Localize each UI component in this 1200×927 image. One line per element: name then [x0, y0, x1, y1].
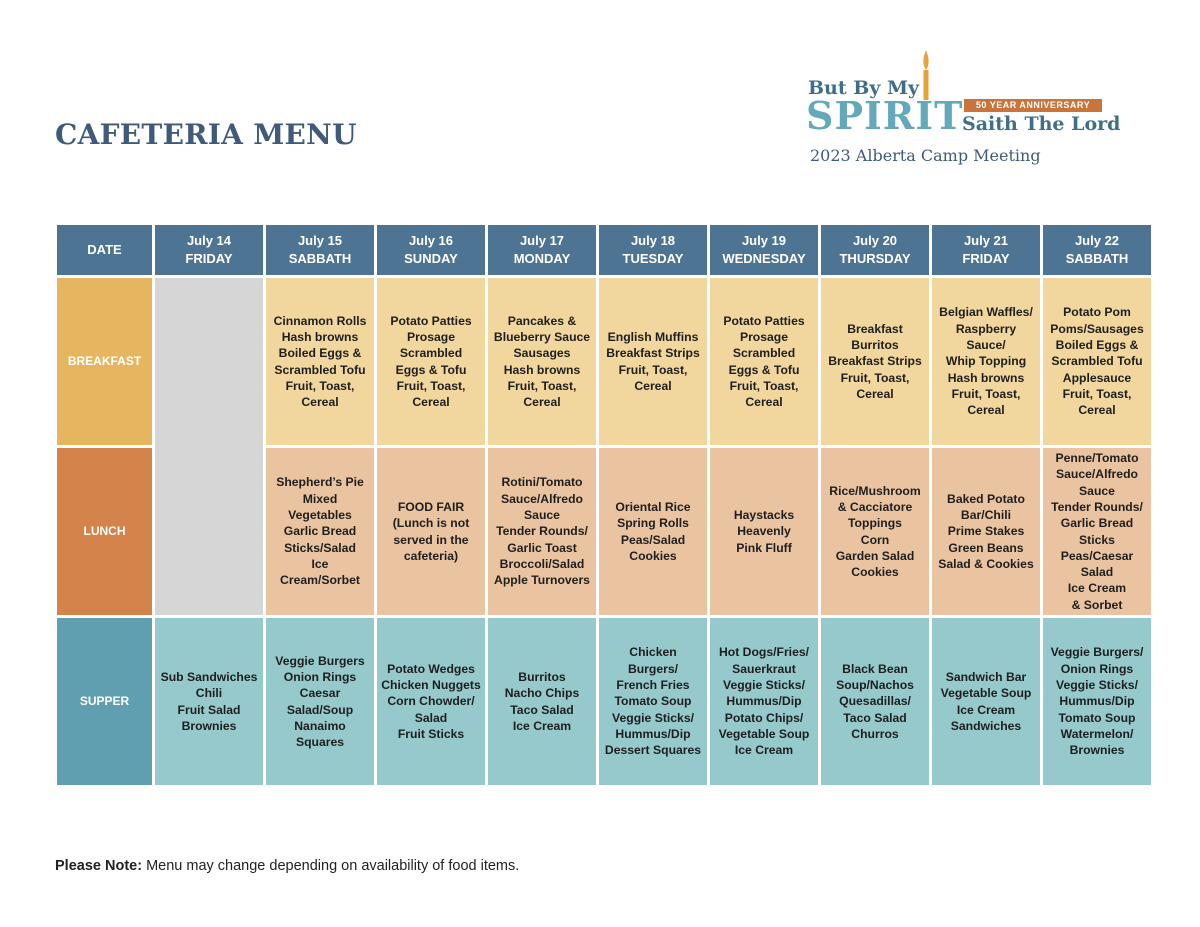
lunch-cell: Penne/Tomato Sauce/Alfredo Sauce Tender …: [1043, 448, 1151, 615]
menu-table: DATE July 14 FRIDAY July 15 SABBATH July 16 SU…: [57, 225, 1151, 785]
breakfast-cell: Cinnamon Rolls Hash browns Boiled Eggs &…: [266, 278, 374, 445]
row-label-lunch: LUNCH: [57, 448, 152, 615]
header-weekday-text: FRIDAY: [962, 251, 1010, 266]
logo-line1: But By My: [808, 77, 920, 99]
logo-subtitle: 2023 Alberta Camp Meeting: [810, 146, 1041, 165]
header-weekday-text: THURSDAY: [839, 251, 911, 266]
footnote-text: Menu may change depending on availabilit…: [142, 858, 520, 874]
header-date: DATE: [57, 225, 152, 275]
lunch-cell: Shepherd’s Pie Mixed Vegetables Garlic B…: [266, 448, 374, 615]
breakfast-cell: Breakfast Burritos Breakfast Strips Frui…: [821, 278, 929, 445]
breakfast-cell: Potato Patties Prosage Scrambled Eggs & …: [377, 278, 485, 445]
header-day: July 18 TUESDAY: [599, 225, 707, 275]
supper-cell: Sandwich Bar Vegetable Soup Ice Cream Sa…: [932, 618, 1040, 785]
page-title: CAFETERIA MENU: [55, 118, 357, 151]
supper-cell: Veggie Burgers/ Onion Rings Veggie Stick…: [1043, 618, 1151, 785]
breakfast-cell: Potato Pom Poms/Sausages Boiled Eggs & S…: [1043, 278, 1151, 445]
supper-cell: Sub Sandwiches Chili Fruit Salad Brownie…: [155, 618, 263, 785]
lunch-cell: Rotini/Tomato Sauce/Alfredo Sauce Tender…: [488, 448, 596, 615]
header-date-text: July 22: [1074, 233, 1120, 248]
header-date-text: July 14: [186, 233, 232, 248]
logo-spirit: SPIRIT: [806, 93, 964, 138]
header-day: July 19 WEDNESDAY: [710, 225, 818, 275]
breakfast-cell: English Muffins Breakfast Strips Fruit, …: [599, 278, 707, 445]
header-weekday-text: FRIDAY: [185, 251, 233, 266]
header-day: July 22 SABBATH: [1043, 225, 1151, 275]
supper-cell: Chicken Burgers/ French Fries Tomato Sou…: [599, 618, 707, 785]
header-date-text: July 18: [630, 233, 676, 248]
header-weekday-text: SUNDAY: [404, 251, 458, 266]
header-weekday-text: SABBATH: [1065, 251, 1129, 266]
no-service-cell: [155, 278, 263, 615]
supper-cell: Burritos Nacho Chips Taco Salad Ice Crea…: [488, 618, 596, 785]
header-date-text: July 20: [852, 233, 898, 248]
header-day: July 15 SABBATH: [266, 225, 374, 275]
lunch-cell: FOOD FAIR (Lunch is not served in the ca…: [377, 448, 485, 615]
supper-cell: Black Bean Soup/Nachos Quesadillas/ Taco…: [821, 618, 929, 785]
lunch-cell: Haystacks Heavenly Pink Fluff: [710, 448, 818, 615]
row-label-breakfast: BREAKFAST: [57, 278, 152, 445]
header-date-text: July 15: [297, 233, 343, 248]
supper-cell: Hot Dogs/Fries/ Sauerkraut Veggie Sticks…: [710, 618, 818, 785]
supper-cell: Potato Wedges Chicken Nuggets Corn Chowd…: [377, 618, 485, 785]
header-day: July 14 FRIDAY: [155, 225, 263, 275]
flame-icon: [923, 50, 929, 100]
breakfast-cell: Belgian Waffles/ Raspberry Sauce/ Whip T…: [932, 278, 1040, 445]
header-day: July 20 THURSDAY: [821, 225, 929, 275]
header-weekday-text: MONDAY: [513, 251, 571, 266]
lunch-cell: Baked Potato Bar/Chili Prime Stakes Gree…: [932, 448, 1040, 615]
footnote-label: Please Note:: [55, 858, 143, 874]
header-day: July 21 FRIDAY: [932, 225, 1040, 275]
lunch-cell: Oriental Rice Spring Rolls Peas/Salad Co…: [599, 448, 707, 615]
header-weekday-text: TUESDAY: [622, 251, 684, 266]
header-date-text: July 19: [741, 233, 787, 248]
header-weekday-text: WEDNESDAY: [722, 251, 806, 266]
supper-cell: Veggie Burgers Onion Rings Caesar Salad/…: [266, 618, 374, 785]
breakfast-cell: Pancakes & Blueberry Sauce Sausages Hash…: [488, 278, 596, 445]
header-weekday-text: SABBATH: [288, 251, 352, 266]
lunch-cell: Rice/Mushroom & Cacciatore Toppings Corn…: [821, 448, 929, 615]
row-label-supper: SUPPER: [57, 618, 152, 785]
logo-anniversary-badge: 50 YEAR ANNIVERSARY: [964, 99, 1102, 112]
logo-line2: Saith The Lord: [962, 113, 1121, 135]
camp-logo: But By My SPIRIT 50 YEAR ANNIVERSARY Sai…: [806, 50, 1120, 170]
header-date-text: July 17: [519, 233, 565, 248]
header-date-text: July 16: [408, 233, 454, 248]
header-day: July 16 SUNDAY: [377, 225, 485, 275]
breakfast-cell: Potato Patties Prosage Scrambled Eggs & …: [710, 278, 818, 445]
footnote: Please Note: Menu may change depending o…: [55, 858, 519, 874]
header-day: July 17 MONDAY: [488, 225, 596, 275]
header-date-text: July 21: [963, 233, 1009, 248]
